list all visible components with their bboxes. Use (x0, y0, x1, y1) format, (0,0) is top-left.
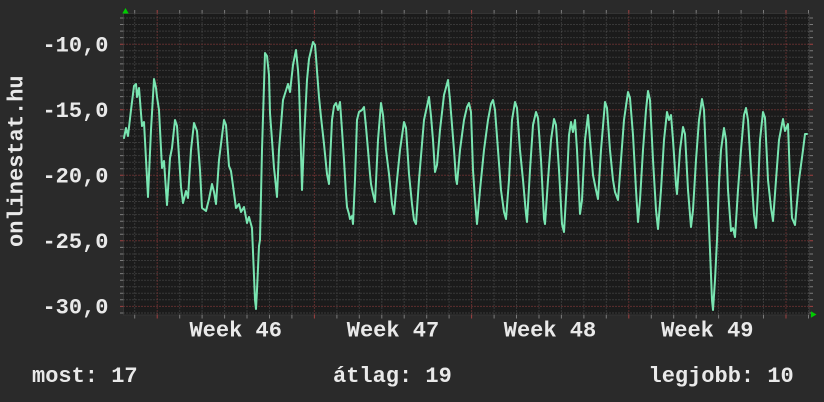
svg-text:Week 49: Week 49 (661, 319, 753, 344)
svg-text:legjobb: 10: legjobb: 10 (649, 364, 794, 389)
svg-text:most: 17: most: 17 (32, 364, 138, 389)
svg-text:-25,0: -25,0 (42, 230, 108, 255)
svg-text:onlinestat.hu: onlinestat.hu (5, 75, 30, 247)
svg-text:Week 46: Week 46 (189, 319, 281, 344)
svg-text:Week 48: Week 48 (504, 319, 596, 344)
svg-text:átlag: 19: átlag: 19 (333, 364, 452, 389)
svg-text:-15,0: -15,0 (42, 99, 108, 124)
svg-text:-30,0: -30,0 (42, 296, 108, 321)
svg-text:-10,0: -10,0 (42, 33, 108, 58)
svg-text:Week 47: Week 47 (347, 319, 439, 344)
svg-text:-20,0: -20,0 (42, 165, 108, 190)
